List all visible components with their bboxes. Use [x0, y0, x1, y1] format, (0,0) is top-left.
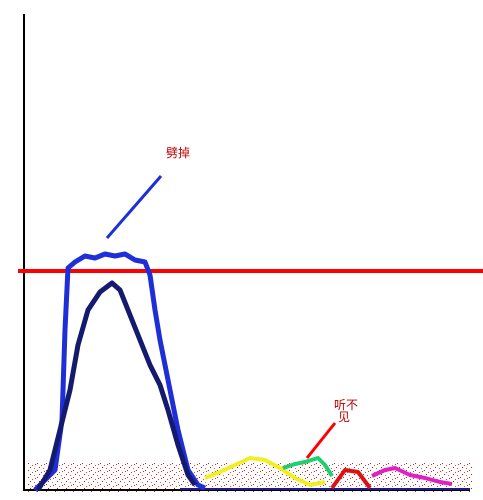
navy-curve — [35, 280, 198, 492]
annotation: 听不 — [334, 398, 358, 412]
pointer-line — [105, 175, 163, 239]
noise — [28, 462, 472, 492]
annotation: 见 — [338, 410, 350, 424]
green-curve — [282, 456, 334, 478]
noise-blob — [450, 468, 470, 488]
red-curve — [330, 468, 372, 490]
pointer-line — [305, 422, 337, 459]
magenta-curve — [371, 466, 453, 486]
blue-curve — [33, 251, 206, 492]
yellow-curve — [204, 456, 326, 487]
annotation: 劈掉 — [166, 145, 190, 160]
